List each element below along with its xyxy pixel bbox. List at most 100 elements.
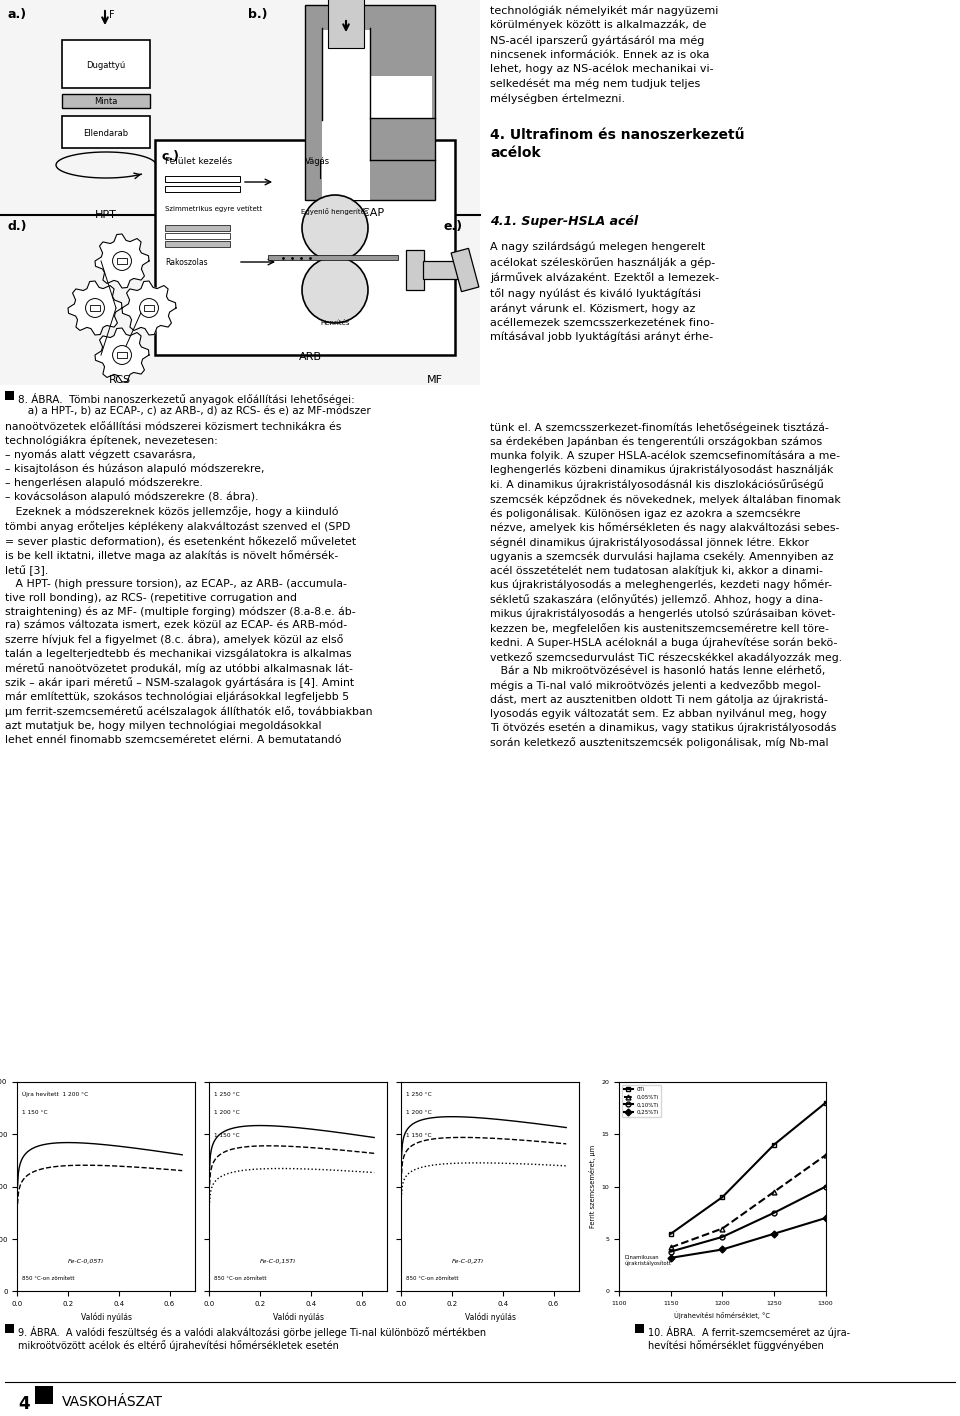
Polygon shape xyxy=(122,280,176,336)
0Ti xyxy=(768,1136,780,1153)
Text: d.): d.) xyxy=(8,219,28,234)
Legend: 0Ti, 0,05%Ti, 0,10%Ti, 0,25%Ti: 0Ti, 0,05%Ti, 0,10%Ti, 0,25%Ti xyxy=(622,1085,661,1117)
Bar xyxy=(422,261,458,279)
0,05%Ti xyxy=(820,1147,831,1164)
Text: HPT: HPT xyxy=(95,210,117,219)
Text: ECAP: ECAP xyxy=(355,208,385,218)
Bar xyxy=(117,353,127,358)
Text: 4. Ultrafinom és nanoszerkezetű
acélok: 4. Ultrafinom és nanoszerkezetű acélok xyxy=(490,127,745,160)
Bar xyxy=(62,116,150,149)
Bar xyxy=(117,258,127,263)
Text: 850 °C-on zömített: 850 °C-on zömített xyxy=(214,1276,267,1281)
Bar xyxy=(268,255,398,261)
0Ti xyxy=(716,1188,729,1205)
Text: 8. ÁBRA.  Tömbi nanoszerkezetű anyagok előállítási lehetőségei:
   a) a HPT-, b): 8. ÁBRA. Tömbi nanoszerkezetű anyagok el… xyxy=(18,394,371,416)
Text: 1 250 °C: 1 250 °C xyxy=(214,1093,240,1097)
Text: Fe-C-0,15Ti: Fe-C-0,15Ti xyxy=(260,1259,296,1263)
Bar xyxy=(5,1324,14,1332)
Bar xyxy=(305,6,435,200)
Bar xyxy=(5,391,14,399)
0,10%Ti xyxy=(820,1178,831,1195)
Bar xyxy=(62,93,150,108)
X-axis label: Újrahevítési hőmérséklet, °C: Újrahevítési hőmérséklet, °C xyxy=(675,1311,771,1320)
Text: Henrítés: Henrítés xyxy=(321,320,349,326)
0,05%Ti xyxy=(716,1221,729,1238)
Text: c.): c.) xyxy=(162,150,180,163)
Polygon shape xyxy=(95,234,149,287)
Text: 1 150 °C: 1 150 °C xyxy=(22,1110,48,1116)
Bar xyxy=(322,30,370,200)
0Ti xyxy=(820,1095,831,1112)
Circle shape xyxy=(112,346,132,364)
Bar xyxy=(328,0,364,48)
0Ti xyxy=(665,1225,677,1242)
Text: 4: 4 xyxy=(18,1395,30,1413)
Bar xyxy=(144,304,154,312)
Text: MF: MF xyxy=(427,375,443,385)
Text: 1 150 °C: 1 150 °C xyxy=(406,1133,432,1138)
Bar xyxy=(165,176,240,183)
Circle shape xyxy=(112,252,132,270)
Line: 0,10%Ti: 0,10%Ti xyxy=(668,1184,828,1255)
Text: Rakoszolas: Rakoszolas xyxy=(165,258,207,268)
0,25%Ti xyxy=(768,1225,780,1242)
Text: Ellendarab: Ellendarab xyxy=(84,129,129,137)
Text: 4.1. Super-HSLA acél: 4.1. Super-HSLA acél xyxy=(490,215,638,228)
Text: 1 200 °C: 1 200 °C xyxy=(214,1110,240,1116)
0,10%Ti xyxy=(665,1243,677,1260)
Bar xyxy=(62,40,150,88)
Bar xyxy=(406,251,424,290)
Text: technológiák némelyikét már nagyüzemi
körülmények között is alkalmazzák, de
NS-a: technológiák némelyikét már nagyüzemi kö… xyxy=(490,6,718,103)
Bar xyxy=(90,304,100,312)
Text: Fe-C-0,05Ti: Fe-C-0,05Ti xyxy=(68,1259,104,1263)
0,25%Ti xyxy=(665,1249,677,1266)
Bar xyxy=(165,241,230,246)
Bar xyxy=(165,225,230,231)
Text: 850 °C-on zömített: 850 °C-on zömített xyxy=(22,1276,75,1281)
Text: b.): b.) xyxy=(248,8,268,21)
Text: Újra hevített  1 200 °C: Újra hevített 1 200 °C xyxy=(22,1092,88,1097)
Text: 850 °C-on zömített: 850 °C-on zömített xyxy=(406,1276,459,1281)
Circle shape xyxy=(139,299,158,317)
Text: A nagy szilárdságú melegen hengerelt
acélokat széleskörűen használják a gép-
jár: A nagy szilárdságú melegen hengerelt acé… xyxy=(490,242,719,343)
Text: 1 200 °C: 1 200 °C xyxy=(406,1110,432,1116)
Text: 1 150 °C: 1 150 °C xyxy=(214,1133,240,1138)
Bar xyxy=(635,1324,644,1332)
Line: 0,05%Ti: 0,05%Ti xyxy=(668,1153,828,1250)
Text: Dinamikusan
újrakristályosított: Dinamikusan újrakristályosított xyxy=(624,1255,671,1266)
Text: 9. ÁBRA.  A valódi feszültség és a valódi alakváltozási görbe jellege Ti-nal kül: 9. ÁBRA. A valódi feszültség és a valódi… xyxy=(18,1325,486,1351)
Text: Minta: Minta xyxy=(94,98,118,106)
X-axis label: Valódi nyúlás: Valódi nyúlás xyxy=(273,1313,324,1323)
0,10%Ti xyxy=(768,1204,780,1221)
Circle shape xyxy=(302,195,368,261)
Polygon shape xyxy=(68,280,122,336)
Bar xyxy=(165,185,240,193)
Text: Szimmetrikus egyre vetített: Szimmetrikus egyre vetített xyxy=(165,205,262,211)
Text: Dugattyú: Dugattyú xyxy=(86,61,126,69)
Line: 0,25%Ti: 0,25%Ti xyxy=(668,1215,828,1260)
Circle shape xyxy=(302,256,368,323)
Text: 10. ÁBRA.  A ferrit-szemcseméret az újra-
hevítési hőmérséklet függvényében: 10. ÁBRA. A ferrit-szemcseméret az újra-… xyxy=(648,1325,851,1351)
0,05%Ti xyxy=(665,1239,677,1256)
Line: 0Ti: 0Ti xyxy=(668,1100,828,1236)
Text: Egyenlő hengerítés: Egyenlő hengerítés xyxy=(301,208,369,215)
Text: VASKOHÁSZAT: VASKOHÁSZAT xyxy=(62,1395,163,1409)
Text: Felület kezelés: Felület kezelés xyxy=(165,157,232,166)
Bar xyxy=(155,140,455,355)
Bar xyxy=(0,0,480,385)
Y-axis label: Ferrit szemcseméret, μm: Ferrit szemcseméret, μm xyxy=(589,1146,596,1228)
Text: Fe-C-0,2Ti: Fe-C-0,2Ti xyxy=(452,1259,484,1263)
Text: F: F xyxy=(109,10,114,20)
Circle shape xyxy=(85,299,105,317)
Bar xyxy=(165,234,230,239)
0,25%Ti xyxy=(820,1209,831,1226)
Bar xyxy=(35,1386,53,1405)
Text: tünk el. A szemcsszerkezet-finomítás lehetőségeinek tisztázá-
sa érdekében Japán: tünk el. A szemcsszerkezet-finomítás leh… xyxy=(490,422,842,748)
Bar xyxy=(451,248,479,292)
0,05%Ti xyxy=(768,1184,780,1201)
Text: RCS: RCS xyxy=(108,375,132,385)
Text: ARB: ARB xyxy=(299,353,322,362)
X-axis label: Valódi nyúlás: Valódi nyúlás xyxy=(81,1313,132,1323)
Polygon shape xyxy=(95,329,149,382)
Text: e.): e.) xyxy=(443,219,462,234)
